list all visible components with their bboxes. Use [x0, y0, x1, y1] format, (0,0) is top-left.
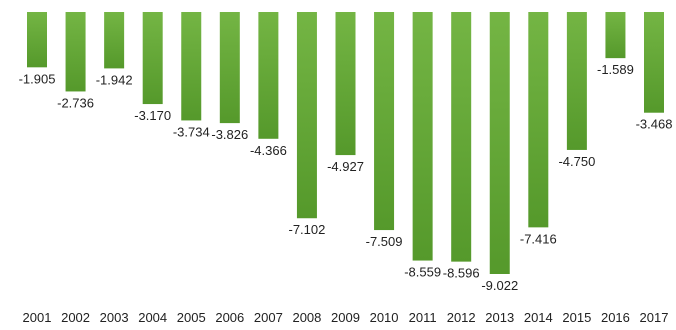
bar-2012: [451, 12, 472, 262]
value-label-2010: -7.509: [366, 234, 403, 249]
x-tick-label-2011: 2011: [409, 310, 437, 325]
value-label-2017: -3.468: [636, 117, 673, 132]
x-tick-label-2007: 2007: [254, 310, 283, 325]
value-label-2005: -3.734: [173, 124, 210, 139]
x-tick-label-2005: 2005: [177, 310, 206, 325]
x-tick-label-2003: 2003: [100, 310, 129, 325]
x-tick-label-2008: 2008: [292, 310, 321, 325]
bar-2013: [489, 12, 510, 274]
value-label-2008: -7.102: [289, 222, 326, 237]
bar-2003: [104, 12, 125, 69]
bar-2015: [566, 12, 587, 150]
x-tick-label-2013: 2013: [485, 310, 514, 325]
bar-2009: [335, 12, 356, 156]
x-tick-label-2002: 2002: [61, 310, 90, 325]
value-label-2006: -3.826: [211, 127, 248, 142]
bar-2008: [296, 12, 317, 219]
bar-2004: [142, 12, 163, 105]
value-label-2015: -4.750: [558, 154, 595, 169]
value-label-2003: -1.942: [96, 72, 133, 87]
x-tick-label-2004: 2004: [138, 310, 167, 325]
x-axis-tick-labels: 2001 2002 2003 2004 2005 2006 2007 2008 2009 2010…: [23, 310, 669, 325]
x-tick-label-2015: 2015: [562, 310, 591, 325]
value-label-2012: -8.596: [443, 266, 480, 281]
x-tick-label-2001: 2001: [23, 310, 52, 325]
value-label-2007: -4.366: [250, 143, 287, 158]
x-tick-label-2009: 2009: [331, 310, 360, 325]
bars-group: [27, 12, 664, 274]
value-labels-group: -1.905-2.736-1.942 -3.170-3.734 -3.826-4.3…: [19, 62, 673, 293]
x-tick-label-2012: 2012: [447, 310, 476, 325]
value-label-2004: -3.170: [134, 108, 171, 123]
bar-2007: [258, 12, 279, 139]
value-label-2011: -8.559: [404, 265, 441, 280]
bar-2017: [644, 12, 664, 113]
value-label-2016: -1.589: [597, 62, 634, 77]
x-tick-label-2006: 2006: [215, 310, 244, 325]
value-label-2013: -9.022: [481, 278, 518, 293]
bar-2001: [27, 12, 47, 68]
x-tick-label-2016: 2016: [601, 310, 630, 325]
x-tick-label-2014: 2014: [524, 310, 553, 325]
bar-2005: [181, 12, 202, 121]
bar-2006: [219, 12, 240, 124]
bar-2014: [528, 12, 549, 228]
bar-2016: [605, 12, 626, 59]
x-tick-label-2017: 2017: [640, 310, 669, 325]
value-label-2009: -4.927: [327, 159, 364, 174]
bar-2011: [412, 12, 433, 261]
x-tick-label-2010: 2010: [370, 310, 399, 325]
bar-2010: [374, 12, 395, 231]
value-label-2014: -7.416: [520, 231, 557, 246]
value-label-2002: -2.736: [57, 95, 94, 110]
bar-2002: [65, 12, 86, 92]
value-label-2001: -1.905: [19, 71, 56, 86]
